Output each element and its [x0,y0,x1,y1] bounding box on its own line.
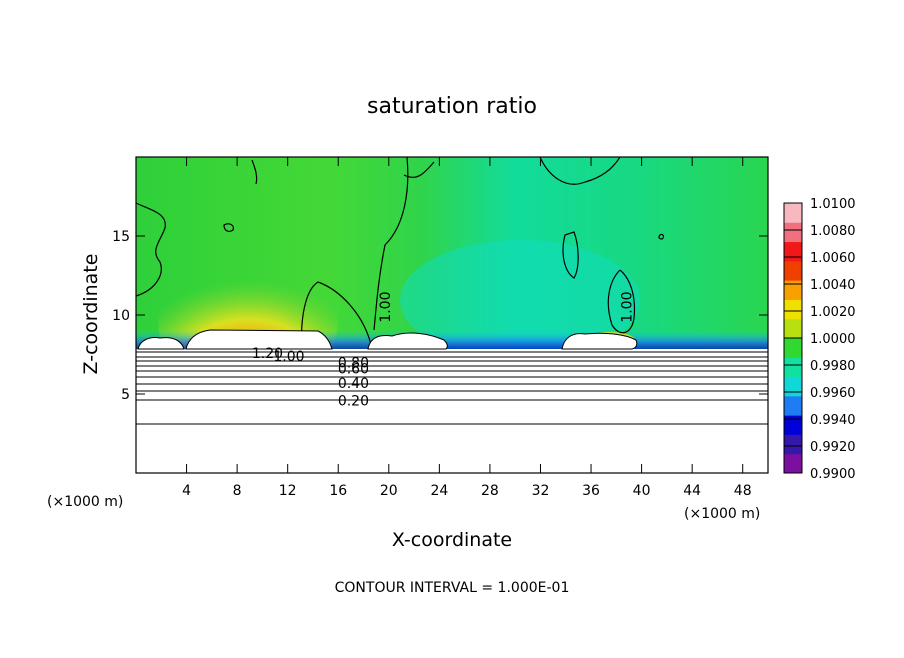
colorbar-ticks: 1.0100 1.0080 1.0060 1.0040 1.0020 1.0000 0.99… [784,197,856,482]
lower-contour-lines [136,351,768,425]
colorbar-swatch [784,280,802,300]
colorbar-tick-label: 1.0040 [810,278,856,293]
colorbar-tick-label: 1.0060 [810,251,856,266]
contour-label: 0.60 [338,362,369,378]
colorbar-swatch [784,299,802,320]
contour-line [251,159,258,185]
contour-line [539,157,621,185]
colorbar-tick-label: 0.9960 [810,386,856,401]
x-tick-label: 24 [430,483,448,499]
colorbar-swatch [784,395,802,416]
x-axis-left-unit: (×1000 m) [47,494,123,510]
contour-labels: 1.201.00 0.800.600.400.201.00 1.00 [252,292,636,410]
colorbar-swatches [784,203,802,474]
plot-area: 1.201.00 0.800.600.400.201.00 1.00 4 8 12 16 2… [112,156,769,499]
y-tick-label: 15 [112,229,130,245]
x-tick-label: 16 [329,483,347,499]
contour-line [562,231,579,279]
x-tick-label: 32 [532,483,550,499]
colorbar-tick-label: 0.9920 [810,440,856,455]
field-subsaturated-region [400,240,640,349]
cloud-blob [137,337,185,350]
colorbar-tick-label: 0.9940 [810,413,856,428]
contour-line [403,161,435,178]
x-axis-title: X-coordinate [392,529,512,551]
colorbar-swatch [784,241,802,262]
x-tick-label: 28 [481,483,499,499]
colorbar-swatch [784,357,802,378]
x-axis-ticks: 4 8 12 16 20 24 28 32 36 40 44 48 [182,157,752,499]
contour-label: 0.40 [338,376,369,392]
colorbar-swatch [784,453,802,474]
y-axis-title: Z-coordinate [80,254,102,375]
contour-line [300,281,373,350]
cloud-blob [185,329,333,350]
contour-label: 1.00 [273,349,304,365]
saturation-contours [136,157,665,350]
contour-label: 1.00 [378,292,394,323]
contour-label: 0.80 [338,355,369,371]
colorbar-swatch [784,318,802,339]
x-axis-right-unit: (×1000 m) [684,506,760,522]
contour-line [658,233,665,240]
colorbar-swatch [784,376,802,397]
cloud-regions [137,329,638,350]
colorbar-swatch [784,338,802,358]
y-tick-label: 10 [112,308,130,324]
colorbar-swatch [784,415,802,435]
contour-line [223,223,234,232]
contour-line [136,202,166,297]
x-tick-label: 48 [734,483,752,499]
cloud-blob [561,332,638,350]
contour-label: 0.20 [338,393,369,409]
cloud-blob [367,332,448,350]
contour-line [373,157,409,331]
x-tick-label: 4 [182,483,191,499]
colorbar-tick-label: 0.9900 [810,467,856,482]
x-tick-label: 44 [683,483,701,499]
chart-title: saturation ratio [367,94,537,119]
contour-label: 1.00 [619,292,635,323]
x-tick-label: 40 [633,483,651,499]
colorbar-swatch [784,203,802,223]
colorbar-tick-label: 1.0100 [810,197,856,212]
contour-interval-note: CONTOUR INTERVAL = 1.000E-01 [335,580,570,596]
x-tick-label: 36 [582,483,600,499]
colorbar-swatch [784,260,802,281]
colorbar-tick-label: 0.9980 [810,359,856,374]
x-tick-label: 8 [233,483,242,499]
contour-line [607,269,636,334]
y-axis-ticks: 5 10 15 [112,229,768,403]
colorbar-tick-label: 1.0020 [810,305,856,320]
field-supersaturated-region [158,252,338,349]
y-tick-label: 5 [121,387,130,403]
colorbar-swatch [784,434,802,455]
colorbar-tick-label: 1.0080 [810,224,856,239]
x-tick-label: 20 [380,483,398,499]
contour-label: 1.20 [252,346,283,362]
colorbar-tick-label: 1.0000 [810,332,856,347]
colorbar-swatch [784,222,802,243]
colorbar: 1.0100 1.0080 1.0060 1.0040 1.0020 1.0000 0.99… [783,197,856,482]
x-tick-label: 12 [279,483,297,499]
